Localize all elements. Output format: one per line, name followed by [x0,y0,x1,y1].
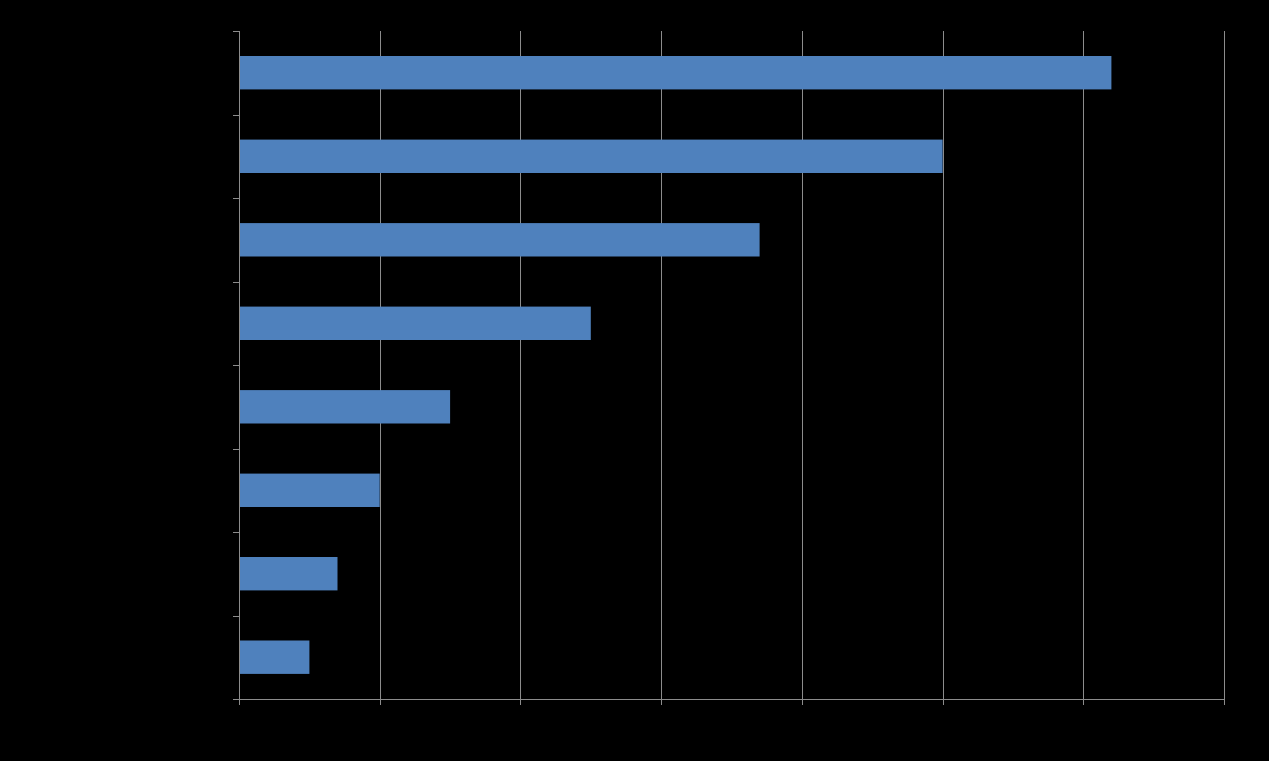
bar-7 [240,557,338,591]
bar-6 [240,473,380,507]
bar-3 [240,223,760,257]
bar-2 [240,139,943,173]
bar-layer [240,56,1112,674]
axis-layer [233,31,1225,705]
bar-1 [240,56,1112,90]
bar-8 [240,640,310,674]
bar-4 [240,306,591,340]
bar-5 [240,390,451,424]
